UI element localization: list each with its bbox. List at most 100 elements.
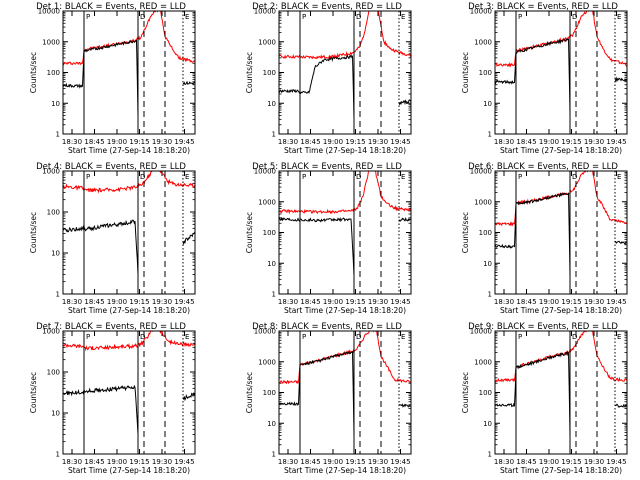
marker-label: E bbox=[401, 173, 405, 181]
x-tick-label: 18:30 bbox=[278, 298, 298, 306]
y-tick-label: 10000 bbox=[470, 328, 492, 336]
series-events bbox=[63, 219, 195, 275]
x-tick-label: 19:30 bbox=[584, 458, 604, 466]
y-axis-label: Counts/sec bbox=[29, 212, 38, 253]
x-tick-label: 19:15 bbox=[345, 458, 365, 466]
plot-frame bbox=[62, 170, 196, 295]
y-axis-label: Counts/sec bbox=[245, 372, 254, 413]
y-tick-label: 10000 bbox=[38, 8, 60, 16]
x-tick-label: 18:45 bbox=[516, 298, 536, 306]
panel-det-9: Det 9: BLACK = Events, RED = LLD 1 10 100 10… bbox=[461, 322, 628, 475]
marker-label: P bbox=[518, 333, 522, 341]
plot-frame bbox=[494, 170, 628, 295]
panel-title: Det 6: BLACK = Events, RED = LLD bbox=[468, 162, 618, 172]
x-axis-label: Start Time (27-Sep-14 18:18:20) bbox=[68, 466, 190, 475]
x-axis-label: Start Time (27-Sep-14 18:18:20) bbox=[500, 146, 622, 155]
x-tick-label: 19:45 bbox=[606, 138, 626, 146]
series-events bbox=[63, 384, 195, 435]
panel-det-1: Det 1: BLACK = Events, RED = LLD 1 10 100 10… bbox=[29, 2, 196, 155]
marker-label: D bbox=[140, 13, 145, 21]
panel-det-8: Det 8: BLACK = Events, RED = LLD 1 10 100 10… bbox=[245, 322, 412, 475]
y-tick-label: 1000 bbox=[42, 168, 60, 176]
plot-area bbox=[495, 11, 627, 113]
x-tick-label: 19:45 bbox=[390, 138, 410, 146]
x-tick-label: 19:00 bbox=[107, 298, 127, 306]
y-tick-label: 1000 bbox=[42, 38, 60, 46]
series-lld bbox=[279, 171, 411, 215]
y-tick-label: 10000 bbox=[470, 8, 492, 16]
y-tick-label: 10000 bbox=[254, 168, 276, 176]
panel-title: Det 5: BLACK = Events, RED = LLD bbox=[252, 162, 402, 172]
x-axis-label: Start Time (27-Sep-14 18:18:20) bbox=[284, 466, 406, 475]
y-tick-label: 10 bbox=[51, 100, 60, 108]
x-tick-label: 19:15 bbox=[561, 298, 581, 306]
x-tick-label: 19:00 bbox=[539, 298, 559, 306]
marker-label: D bbox=[356, 173, 361, 181]
x-tick-label: 19:45 bbox=[174, 458, 194, 466]
y-tick-label: 100 bbox=[479, 229, 492, 237]
x-tick-label: 19:15 bbox=[561, 138, 581, 146]
x-tick-label: 18:30 bbox=[62, 298, 82, 306]
x-tick-label: 19:15 bbox=[561, 458, 581, 466]
x-axis-label: Start Time (27-Sep-14 18:18:20) bbox=[500, 306, 622, 315]
marker-label: P bbox=[86, 333, 90, 341]
panel-title: Det 1: BLACK = Events, RED = LLD bbox=[36, 2, 186, 12]
plot-area bbox=[279, 11, 411, 120]
plot-frame bbox=[62, 330, 196, 455]
x-axis-label: Start Time (27-Sep-14 18:18:20) bbox=[68, 146, 190, 155]
marker-label: E bbox=[185, 173, 189, 181]
x-tick-label: 19:45 bbox=[606, 298, 626, 306]
plot-area bbox=[63, 11, 195, 116]
x-tick-label: 19:00 bbox=[323, 458, 343, 466]
x-tick-label: 19:00 bbox=[107, 138, 127, 146]
x-tick-label: 19:45 bbox=[174, 138, 194, 146]
panel-det-6: Det 6: BLACK = Events, RED = LLD 1 10 100 10… bbox=[461, 162, 628, 315]
y-tick-label: 1000 bbox=[258, 358, 276, 366]
x-tick-label: 19:00 bbox=[323, 298, 343, 306]
x-tick-label: 19:30 bbox=[368, 458, 388, 466]
x-tick-label: 19:30 bbox=[152, 298, 172, 306]
x-tick-label: 19:45 bbox=[606, 458, 626, 466]
y-tick-label: 10000 bbox=[470, 168, 492, 176]
y-axis-label: Counts/sec bbox=[29, 52, 38, 93]
plot-area bbox=[495, 331, 627, 436]
marker-label: E bbox=[401, 333, 405, 341]
marker-label: E bbox=[617, 173, 621, 181]
plot-frame bbox=[278, 170, 412, 295]
series-events bbox=[495, 350, 627, 436]
x-tick-label: 19:45 bbox=[174, 298, 194, 306]
y-tick-label: 10 bbox=[483, 420, 492, 428]
y-tick-label: 1 bbox=[488, 451, 492, 459]
x-axis-label: Start Time (27-Sep-14 18:18:20) bbox=[500, 466, 622, 475]
plot-area bbox=[63, 331, 195, 435]
y-tick-label: 100 bbox=[263, 389, 276, 397]
series-lld bbox=[279, 331, 411, 385]
plot-area bbox=[279, 331, 411, 436]
series-lld bbox=[495, 11, 627, 68]
x-tick-label: 19:15 bbox=[345, 298, 365, 306]
panel-det-4: Det 4: BLACK = Events, RED = LLD 1 10 100 10… bbox=[29, 162, 196, 315]
y-tick-label: 100 bbox=[479, 69, 492, 77]
x-axis-label: Start Time (27-Sep-14 18:18:20) bbox=[68, 306, 190, 315]
y-tick-label: 1000 bbox=[42, 328, 60, 336]
plot-area bbox=[495, 171, 627, 276]
y-tick-label: 10 bbox=[51, 250, 60, 258]
marker-label: P bbox=[302, 13, 306, 21]
series-events bbox=[279, 216, 411, 276]
x-tick-label: 19:30 bbox=[152, 458, 172, 466]
y-tick-label: 1 bbox=[488, 131, 492, 139]
plot-frame bbox=[278, 330, 412, 455]
series-events bbox=[495, 38, 627, 113]
series-events bbox=[279, 350, 411, 436]
y-tick-label: 100 bbox=[47, 209, 60, 217]
x-tick-label: 18:45 bbox=[84, 458, 104, 466]
y-tick-label: 10 bbox=[483, 100, 492, 108]
x-axis-label: Start Time (27-Sep-14 18:18:20) bbox=[284, 306, 406, 315]
y-tick-label: 1000 bbox=[474, 38, 492, 46]
y-tick-label: 1 bbox=[272, 451, 276, 459]
y-axis-label: Counts/sec bbox=[461, 372, 470, 413]
marker-label: D bbox=[140, 173, 145, 181]
y-tick-label: 10 bbox=[51, 410, 60, 418]
plot-frame bbox=[278, 10, 412, 135]
